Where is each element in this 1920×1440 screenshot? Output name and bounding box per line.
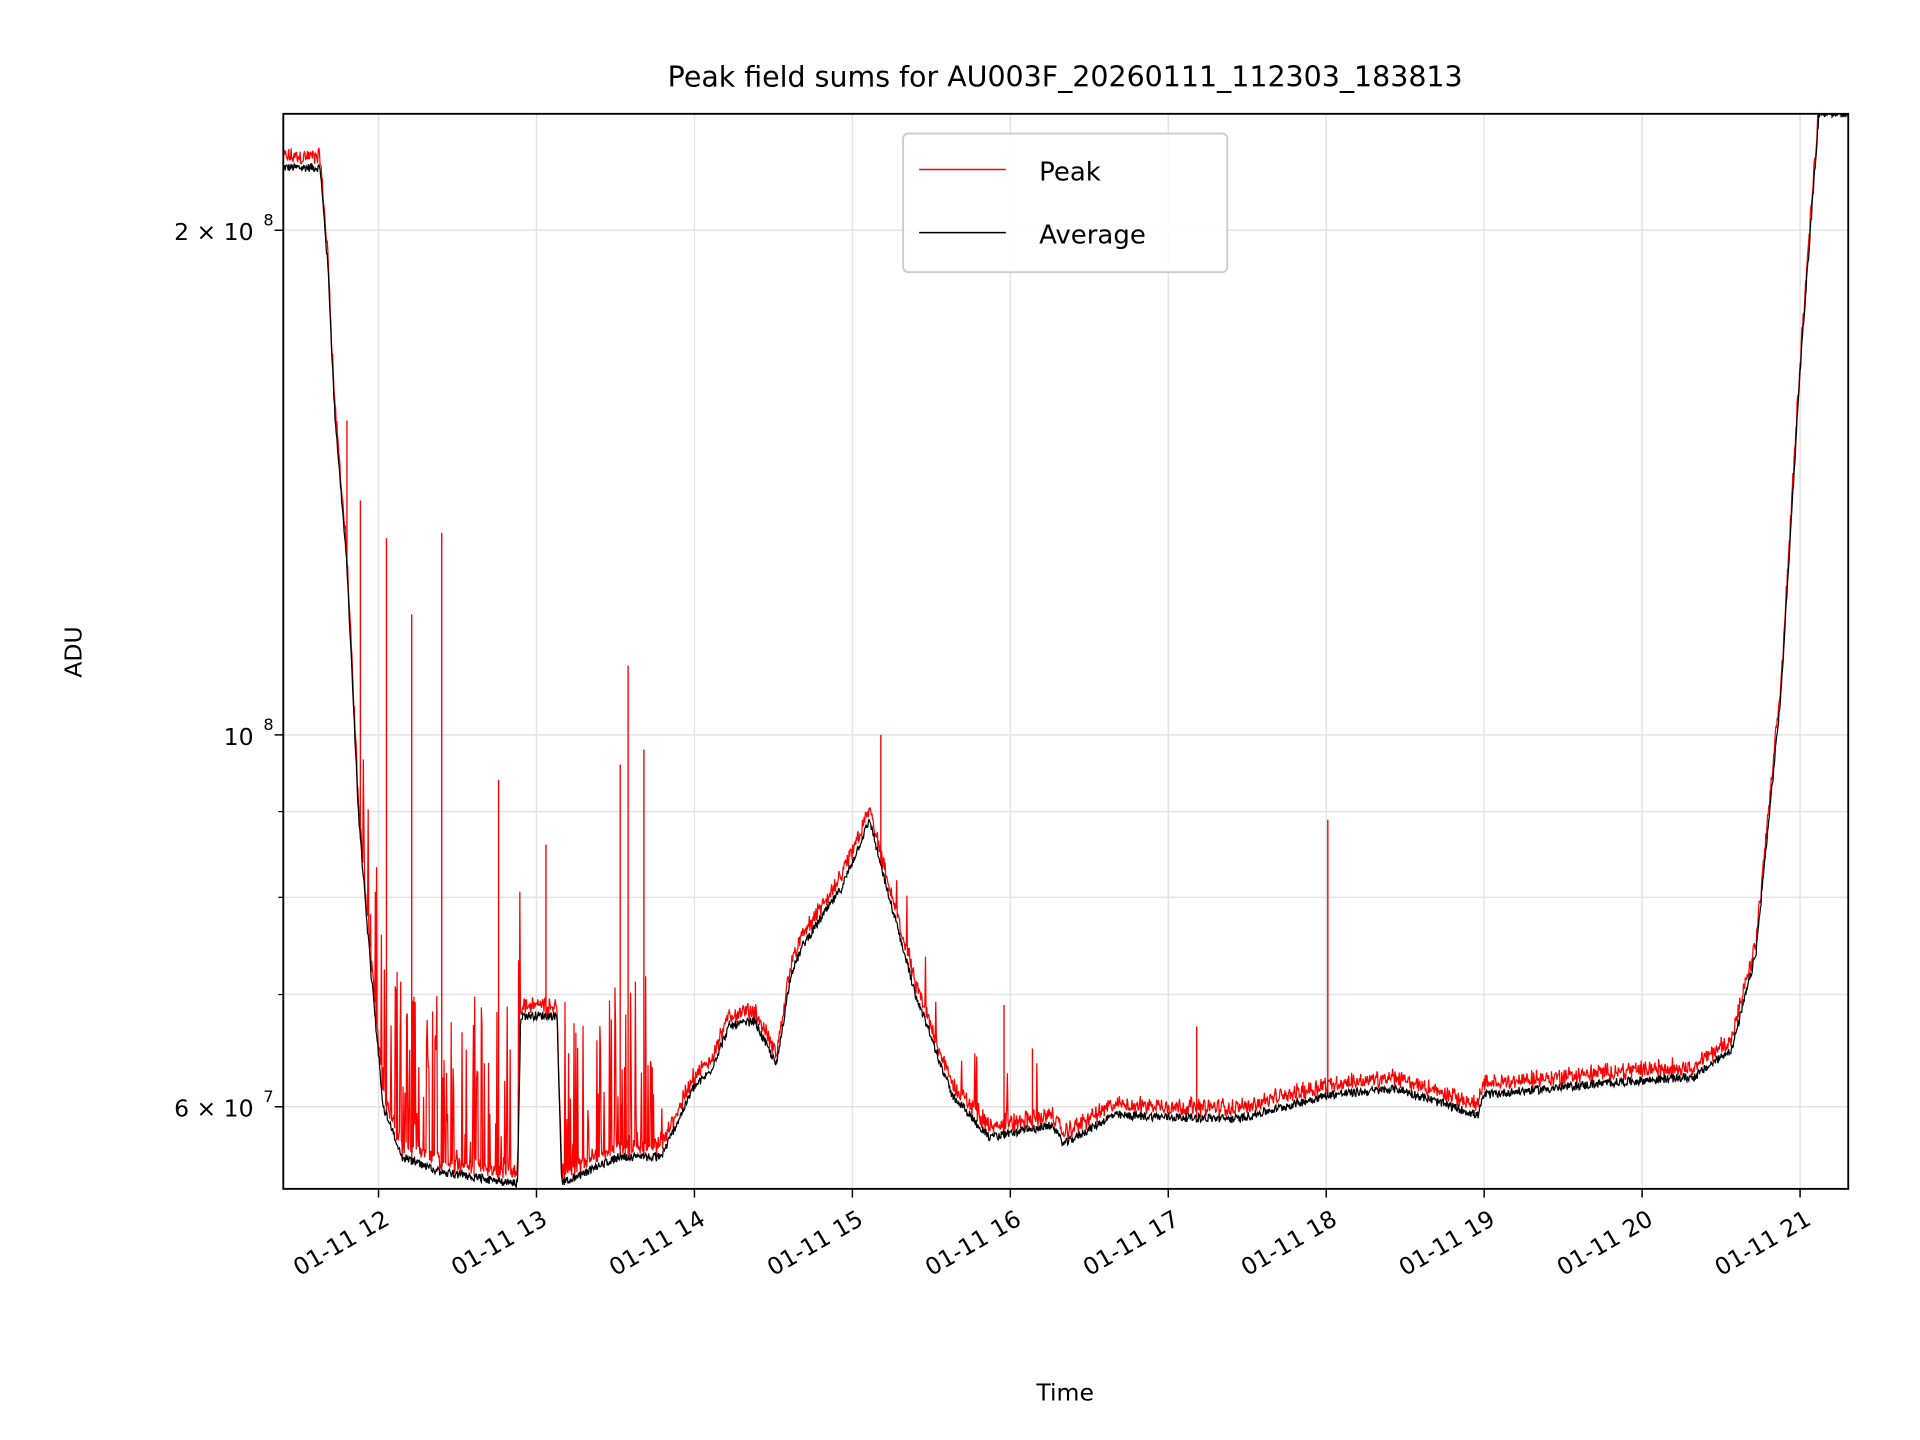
- y-tick-label: 2 × 10: [174, 218, 254, 246]
- y-tick-exponent: 8: [263, 210, 273, 229]
- legend: Peak Average: [902, 132, 1229, 274]
- y-tick-label: 10: [224, 723, 254, 751]
- legend-box: [902, 132, 1229, 274]
- y-tick-exponent: 7: [263, 1087, 273, 1106]
- average-series-line: [283, 113, 1849, 1189]
- legend-average-label: Average: [1039, 221, 1146, 251]
- peak-series-line: [283, 113, 1849, 1179]
- chart-title: Peak field sums for AU003F_20260111_1123…: [668, 61, 1463, 94]
- axes-frame: [282, 112, 1850, 1190]
- series-group: [283, 113, 1849, 1189]
- y-tick-label: 6 × 10: [174, 1095, 254, 1123]
- y-tick-exponent: 8: [263, 715, 273, 734]
- legend-peak-label: Peak: [1039, 158, 1101, 188]
- plot-area: [283, 113, 1849, 1189]
- y-axis: 2 × 10 8 10 8 6 × 10 7: [174, 210, 284, 1123]
- x-axis-label: Time: [1035, 1378, 1094, 1406]
- y-axis-label: ADU: [60, 626, 88, 677]
